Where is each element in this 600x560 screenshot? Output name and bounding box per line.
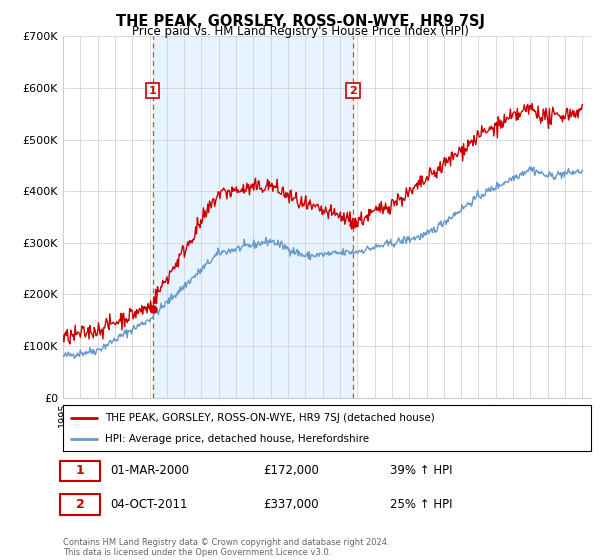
Text: 25% ↑ HPI: 25% ↑ HPI — [391, 498, 453, 511]
Text: 2: 2 — [76, 498, 85, 511]
Text: 1: 1 — [149, 86, 157, 96]
Text: £337,000: £337,000 — [263, 498, 319, 511]
Text: £172,000: £172,000 — [263, 464, 320, 477]
Bar — [152, 36, 353, 398]
Text: 04-OCT-2011: 04-OCT-2011 — [110, 498, 188, 511]
FancyBboxPatch shape — [61, 494, 100, 515]
Text: Price paid vs. HM Land Registry's House Price Index (HPI): Price paid vs. HM Land Registry's House … — [131, 25, 469, 38]
Text: THE PEAK, GORSLEY, ROSS-ON-WYE, HR9 7SJ: THE PEAK, GORSLEY, ROSS-ON-WYE, HR9 7SJ — [115, 14, 485, 29]
Text: HPI: Average price, detached house, Herefordshire: HPI: Average price, detached house, Here… — [105, 435, 370, 444]
Text: 2: 2 — [349, 86, 357, 96]
Text: 39% ↑ HPI: 39% ↑ HPI — [391, 464, 453, 477]
Text: Contains HM Land Registry data © Crown copyright and database right 2024.
This d: Contains HM Land Registry data © Crown c… — [63, 538, 389, 557]
Text: 01-MAR-2000: 01-MAR-2000 — [110, 464, 190, 477]
Text: 1: 1 — [76, 464, 85, 477]
FancyBboxPatch shape — [61, 460, 100, 481]
Text: THE PEAK, GORSLEY, ROSS-ON-WYE, HR9 7SJ (detached house): THE PEAK, GORSLEY, ROSS-ON-WYE, HR9 7SJ … — [105, 413, 435, 423]
